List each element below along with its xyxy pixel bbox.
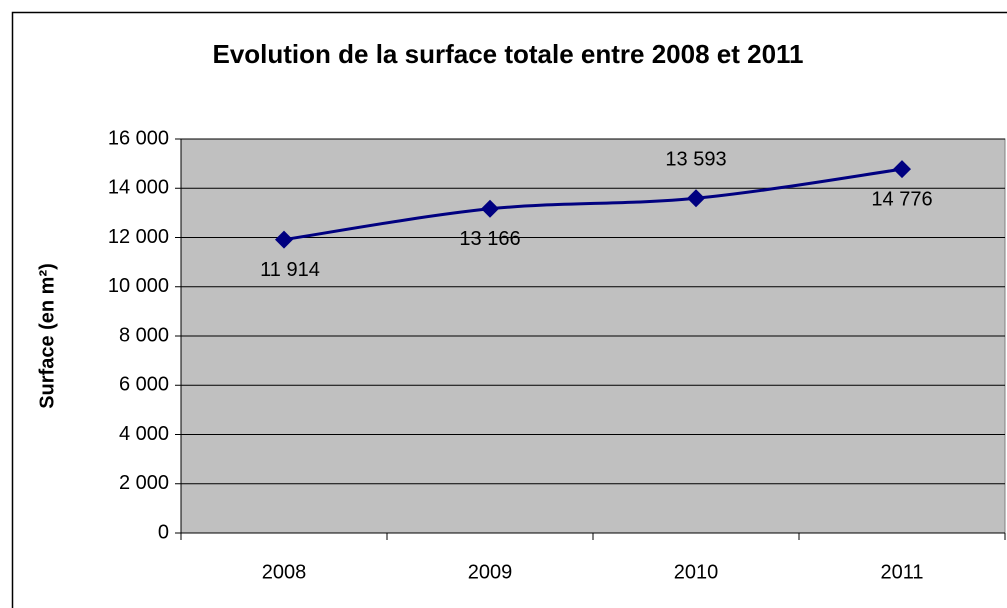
y-tick-label: 8 000: [119, 324, 169, 346]
y-tick-label: 14 000: [108, 177, 169, 199]
data-line: [283, 167, 903, 242]
x-tick-label: 2008: [262, 561, 307, 583]
y-tick-label: 16 000: [108, 127, 169, 149]
y-tick-label: 10 000: [108, 275, 169, 297]
y-tick-label: 0: [158, 521, 169, 543]
data-point: [275, 230, 293, 249]
chart-title: Evolution de la surface totale entre 200…: [212, 39, 803, 69]
y-tick-label: 4 000: [119, 423, 169, 445]
x-tick-label: 2010: [674, 561, 719, 583]
data-label: 13 593: [665, 149, 726, 171]
data-label: 11 914: [260, 259, 320, 281]
data-label: 13 166: [459, 228, 520, 250]
y-tick-label: 12 000: [108, 226, 169, 248]
y-tick-label: 6 000: [119, 374, 169, 396]
data-point: [481, 199, 499, 218]
data-point: [893, 160, 911, 179]
y-axis-title: Surface (en m²): [36, 263, 58, 409]
data-point: [687, 189, 705, 208]
x-tick-label: 2011: [880, 561, 923, 583]
y-tick-label: 2 000: [119, 472, 169, 494]
x-tick-label: 2009: [468, 561, 513, 583]
data-label: 14 776: [871, 188, 932, 210]
